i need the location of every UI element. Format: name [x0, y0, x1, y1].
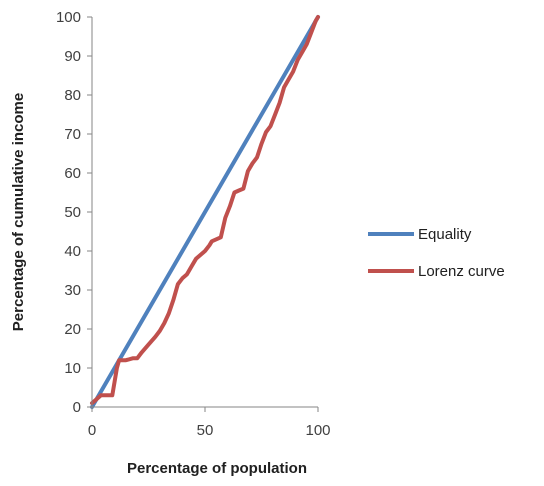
- y-tick-label: 0: [73, 399, 81, 416]
- series-line-lorenz-curve: [90, 15, 320, 406]
- x-tick-label: 0: [88, 422, 96, 439]
- x-tick-label: 100: [305, 422, 330, 439]
- y-tick-label: 10: [64, 360, 81, 377]
- y-tick-label: 40: [64, 243, 81, 260]
- y-axis-title: Percentage of cumulative income: [10, 93, 27, 331]
- x-tick-label: 50: [197, 422, 214, 439]
- y-tick-label: 90: [64, 48, 81, 65]
- axes: 0 10 20 30 40 50 60 70 80 90 100 0 50 100: [56, 9, 331, 439]
- plot-area: [90, 15, 320, 409]
- legend: Equality Lorenz curve: [368, 226, 505, 280]
- y-tick-label: 100: [56, 9, 81, 26]
- y-tick-label: 20: [64, 321, 81, 338]
- legend-label-lorenz-curve: Lorenz curve: [418, 263, 505, 280]
- y-tick-label: 70: [64, 126, 81, 143]
- y-tick-label: 80: [64, 87, 81, 104]
- x-axis-title: Percentage of population: [127, 460, 307, 477]
- series-line-equality: [90, 15, 320, 409]
- legend-label-equality: Equality: [418, 226, 472, 243]
- y-tick-label: 30: [64, 282, 81, 299]
- y-tick-label: 60: [64, 165, 81, 182]
- y-tick-label: 50: [64, 204, 81, 221]
